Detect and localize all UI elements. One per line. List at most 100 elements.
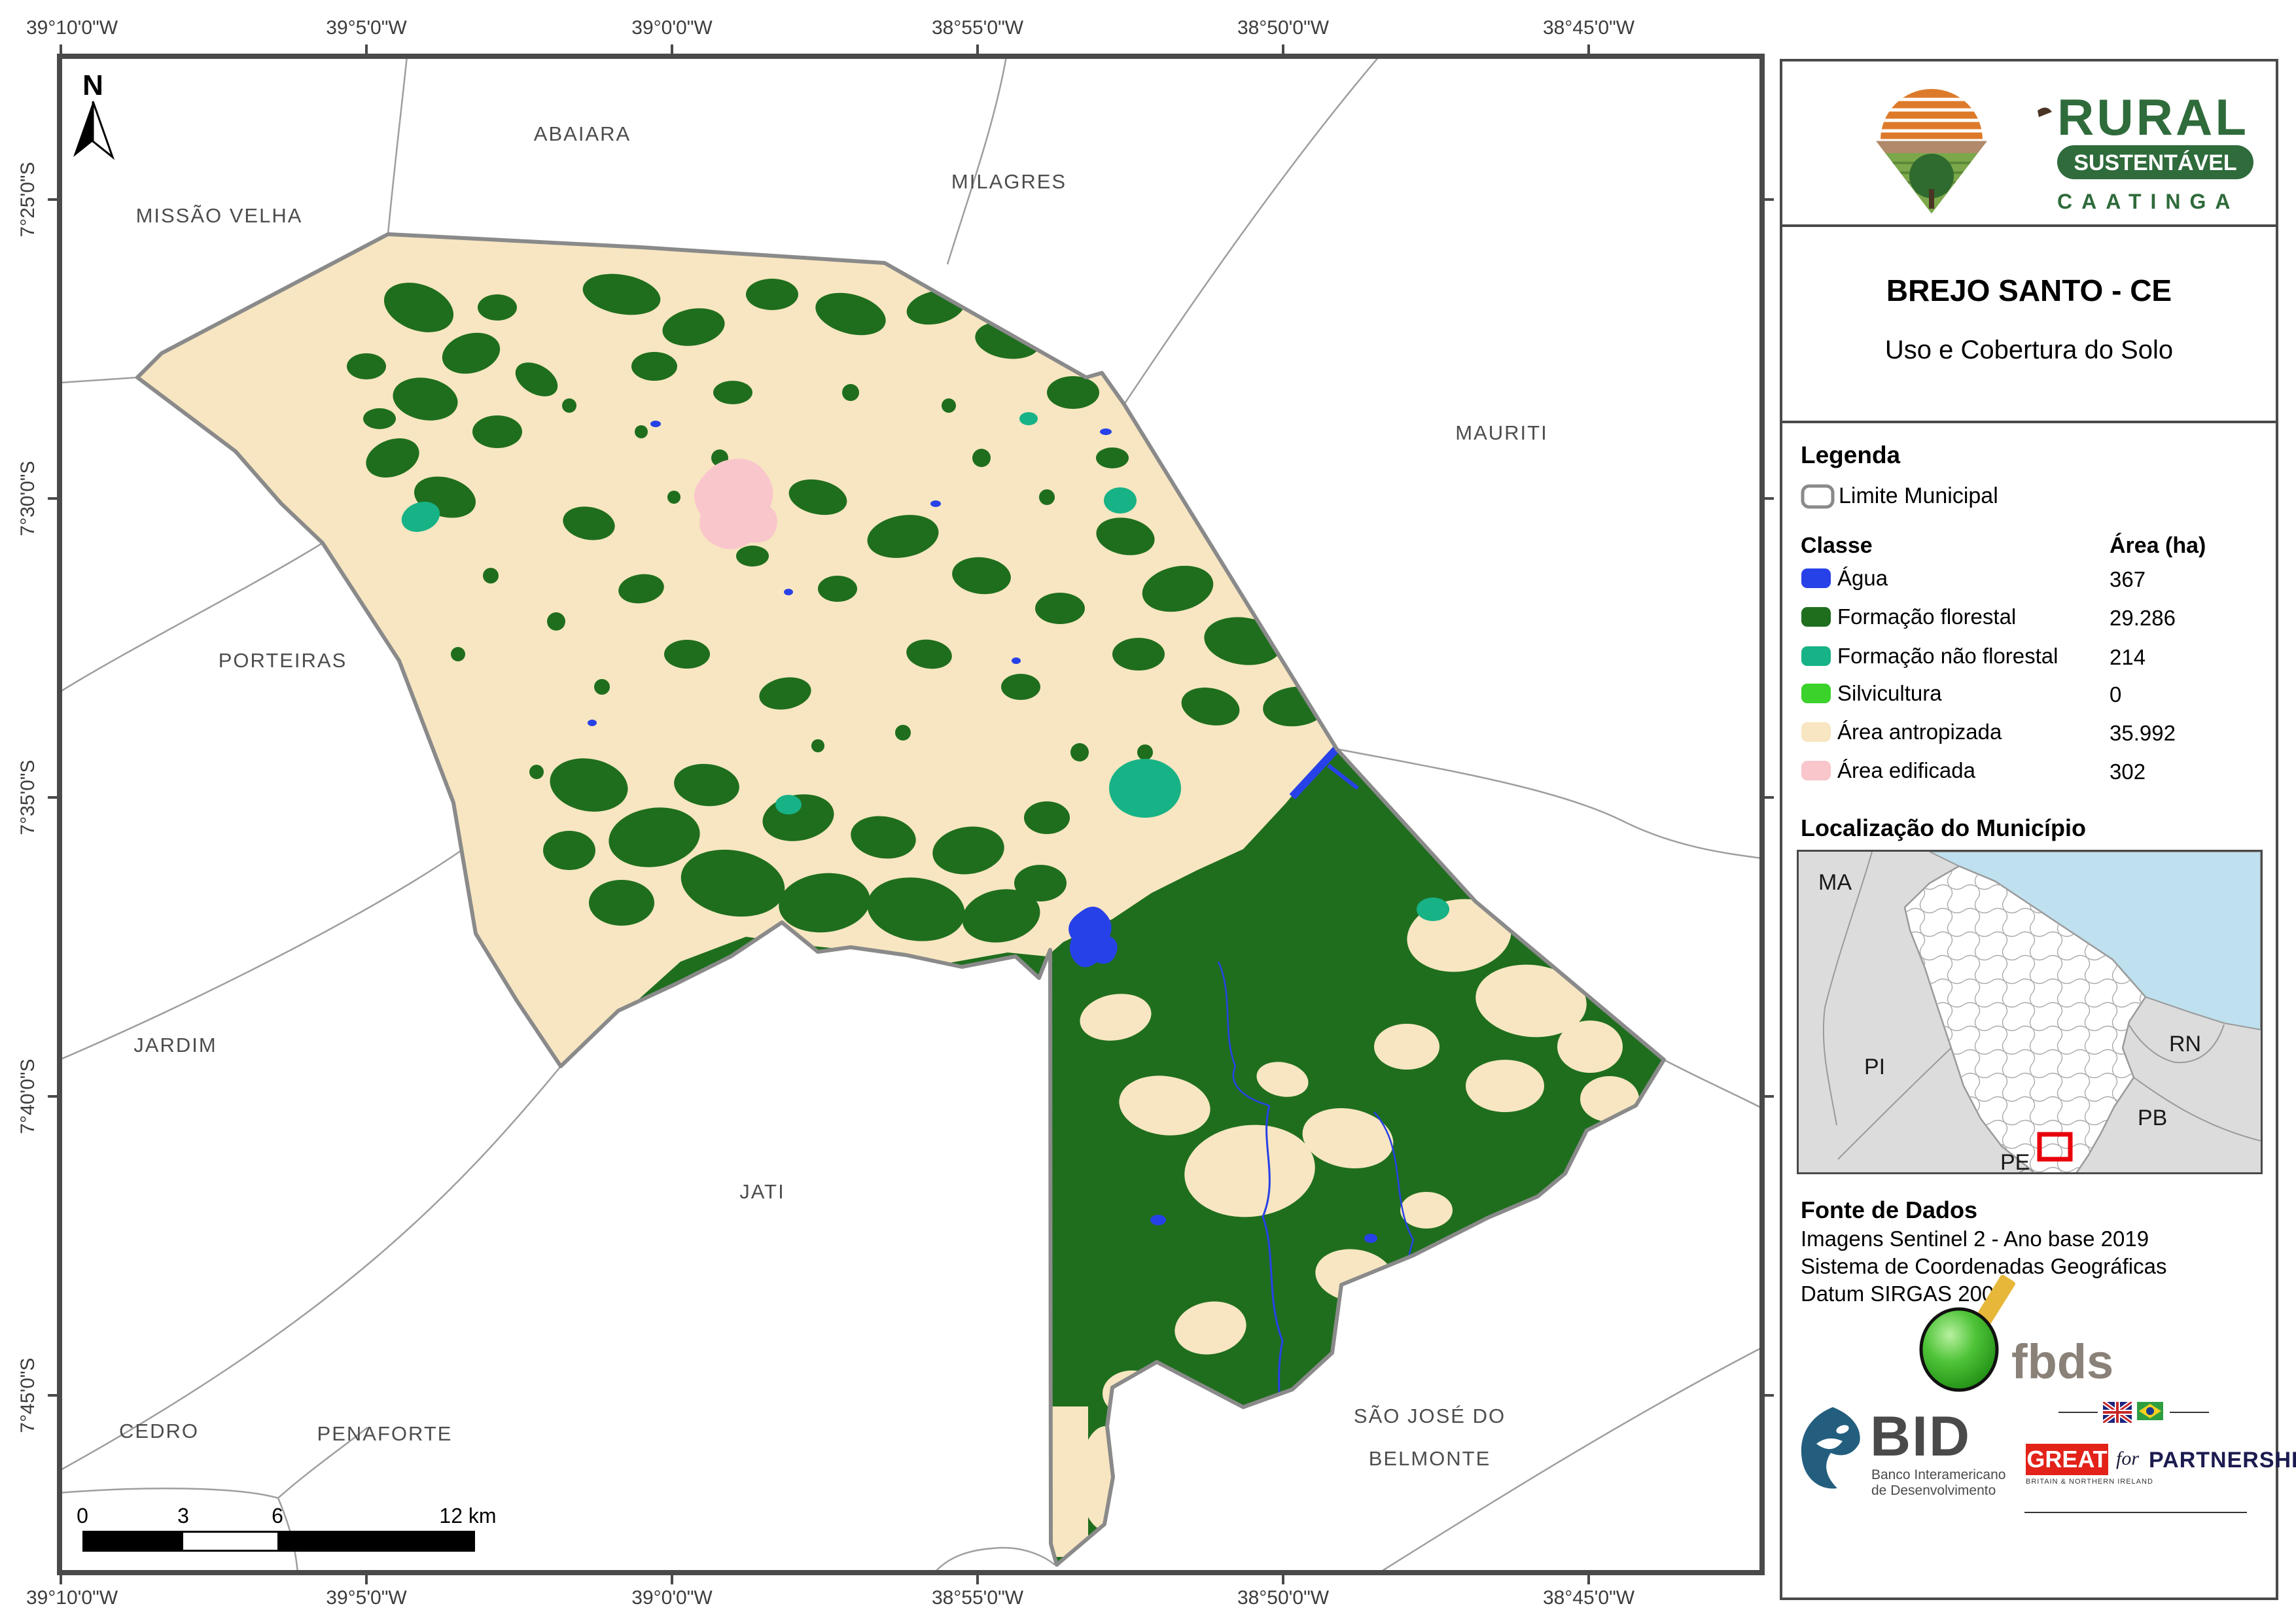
logo-bird-icon: [2038, 107, 2052, 117]
fbds-logo: fbds: [1907, 1272, 2181, 1397]
great-underline: [2024, 1512, 2247, 1513]
legend-label: Formação não florestal: [1837, 644, 2058, 668]
clearing-patches: [1052, 899, 1639, 1557]
page-subtitle: Uso e Cobertura do Solo: [1884, 336, 2174, 364]
legend-label: Área antropizada: [1837, 720, 2002, 744]
state-pe: PE: [2000, 1150, 2030, 1172]
lon-labels-top: 39°10'0"W 39°5'0"W 39°0'0"W 38°55'0"W 38…: [26, 17, 1635, 39]
builtup-area: [694, 459, 777, 550]
state-ma: MA: [1818, 870, 1852, 895]
logo-diamond-icon: [1874, 140, 1989, 215]
legend-label: Formação florestal: [1837, 604, 2017, 629]
state-pi: PI: [1864, 1055, 1885, 1079]
content-section: Legenda Limite Municipal Classe Área (ha…: [1782, 423, 2296, 1623]
legend-row-edificada: Área edificada 302: [1801, 758, 2259, 784]
flag-divider-left: [2058, 1412, 2098, 1413]
title-section: BREJO SANTO - CE Uso e Cobertura do Solo: [1782, 273, 2276, 423]
source-line-2: Sistema de Coordenadas Geográficas: [1801, 1254, 2167, 1278]
nao-florestal-swatch-icon: [1801, 646, 1831, 666]
label-milagres: MILAGRES: [951, 170, 1067, 193]
lon-bot-4: 38°50'0"W: [1237, 1587, 1330, 1609]
label-missao-velha: MISSÃO VELHA: [136, 204, 303, 227]
label-sao-jose-2: BELMONTE: [1369, 1447, 1491, 1470]
scale-0: 0: [77, 1504, 88, 1527]
legend-limite-row: Limite Municipal: [1801, 483, 1998, 510]
state-rn: RN: [2169, 1032, 2201, 1056]
florestal-swatch-icon: [1801, 607, 1831, 627]
lon-top-3: 38°55'0"W: [932, 17, 1024, 39]
label-jati: JATI: [739, 1180, 785, 1203]
state-pb: PB: [2138, 1106, 2167, 1130]
limite-label: Limite Municipal: [1839, 483, 1998, 508]
edificada-swatch-icon: [1801, 761, 1831, 780]
lat-2: 7°35'0"S: [17, 759, 39, 835]
bid-sub1: Banco Interamericano: [1871, 1467, 2006, 1482]
label-cedro: CEDRO: [119, 1420, 199, 1442]
lon-bot-3: 38°55'0"W: [932, 1587, 1024, 1609]
scale-6: 6: [272, 1504, 283, 1527]
neighbor-labels: MISSÃO VELHA ABAIARA MILAGRES MAURITI PO…: [119, 122, 1547, 1470]
rural-sustentavel-logo: RURAL SUSTENTÁVEL CAATINGA: [1871, 88, 2253, 217]
uk-flag-icon: [2103, 1402, 2132, 1423]
source-line-3: Datum SIRGAS 2000: [1801, 1282, 2006, 1306]
lon-bot-5: 38°45'0"W: [1543, 1587, 1635, 1609]
scale-bar: 0 3 6 12 km: [77, 1504, 497, 1552]
graticule-ticks: [48, 44, 1774, 1584]
lon-top-0: 39°10'0"W: [26, 17, 118, 39]
bid-logo: BID Banco Interamericano de Desenvolvime…: [1797, 1405, 2013, 1516]
fbds-logo-svg: fbds: [1919, 1274, 2113, 1392]
great-logo: GREAT BRITAIN & NORTHERN IRELAND for PAR…: [2018, 1384, 2296, 1514]
map-canvas: MISSÃO VELHA ABAIARA MILAGRES MAURITI PO…: [60, 56, 1762, 1573]
legend-label: Área edificada: [1837, 758, 1975, 782]
legend-value: 367: [2110, 567, 2146, 591]
brazil-flag-icon: [2137, 1402, 2163, 1420]
locator-map: MA PI RN PB PE: [1797, 850, 2263, 1209]
antropizada-swatch-icon: [1801, 722, 1831, 742]
nonforest-patches: [401, 412, 1449, 921]
bid-sub2: de Desenvolvimento: [1871, 1483, 1996, 1498]
agua-swatch-icon: [1801, 568, 1831, 588]
legend-heading: Legenda: [1801, 442, 1901, 468]
fbds-wordmark: fbds: [2011, 1335, 2113, 1389]
bid-wordmark: BID: [1870, 1405, 1971, 1468]
map-frame: [57, 54, 1765, 1575]
lat-4: 7°45'0"S: [17, 1357, 39, 1433]
legend-col-area: Área (ha): [2110, 533, 2206, 558]
lon-bot-1: 39°5'0"W: [326, 1587, 407, 1609]
page-title: BREJO SANTO - CE: [1886, 273, 2172, 307]
label-porteiras: PORTEIRAS: [219, 649, 347, 672]
lon-bot-2: 39°0'0"W: [631, 1587, 713, 1609]
legend-value: 29.286: [2110, 606, 2176, 630]
legend-label: Silvicultura: [1837, 681, 1942, 705]
lat-0: 7°25'0"S: [17, 162, 39, 237]
legend-col-class: Classe: [1801, 533, 1873, 558]
legend-row-agua: Água 367: [1801, 566, 2259, 592]
silvicultura-swatch-icon: [1801, 684, 1831, 703]
lon-top-2: 39°0'0"W: [631, 17, 713, 39]
great-subtext: BRITAIN & NORTHERN IRELAND: [2026, 1478, 2153, 1486]
lon-bot-0: 39°10'0"W: [26, 1587, 118, 1609]
source-heading: Fonte de Dados: [1801, 1196, 1978, 1223]
location-heading: Localização do Município: [1801, 814, 2087, 841]
legend-row-florestal: Formação florestal 29.286: [1801, 604, 2259, 631]
scale-3: 3: [177, 1504, 189, 1527]
great-wordmark: GREAT: [2026, 1444, 2108, 1475]
legend-row-silvicultura: Silvicultura 0: [1801, 681, 2259, 707]
locator-map-svg: MA PI RN PB PE: [1799, 851, 2261, 1209]
lat-3: 7°40'0"S: [17, 1058, 39, 1134]
source-line-1: Imagens Sentinel 2 - Ano base 2019: [1801, 1227, 2149, 1251]
limite-swatch-icon: [1801, 484, 1835, 508]
legend-label: Água: [1837, 566, 1888, 590]
great-for: for: [2116, 1448, 2140, 1469]
state-labels: MA PI RN PB PE: [1818, 870, 2201, 1175]
flag-divider-right: [2170, 1412, 2209, 1413]
fbds-sphere-icon: [1919, 1307, 1999, 1392]
lat-1: 7°30'0"S: [17, 461, 39, 536]
logo-section: RURAL SUSTENTÁVEL CAATINGA: [1782, 61, 2276, 227]
label-mauriti: MAURITI: [1455, 421, 1547, 444]
logo-line3: CAATINGA: [2057, 190, 2240, 213]
north-arrow-label: N: [82, 69, 103, 101]
lon-top-1: 39°5'0"W: [326, 17, 407, 39]
